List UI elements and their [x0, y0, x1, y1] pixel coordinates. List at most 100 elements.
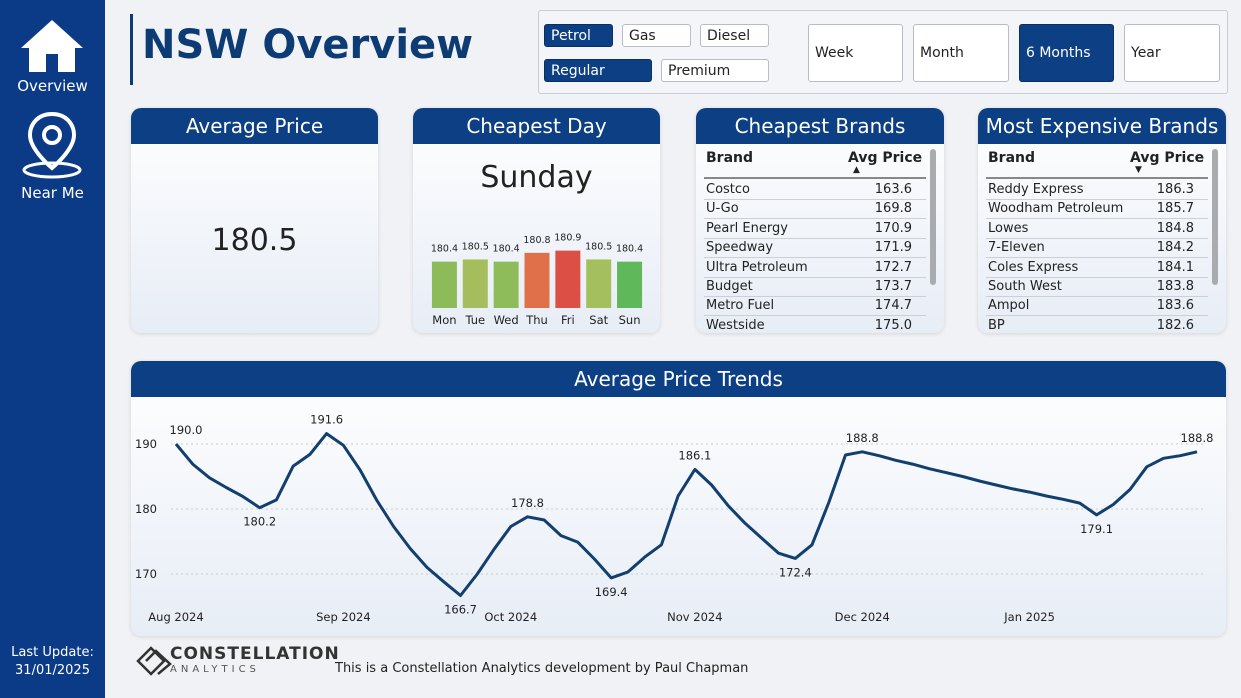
column-header: Avg Price [848, 150, 923, 166]
table-row: BP 182.6 [986, 316, 1208, 333]
table-row: Pearl Energy 170.9 [704, 219, 926, 239]
brand: South West [988, 279, 1062, 294]
brand: Coles Express [988, 259, 1079, 275]
title-rule [130, 14, 133, 85]
bar [431, 261, 457, 308]
column-header: Avg Price [1130, 150, 1205, 166]
last-update-label: Last Update: [11, 645, 94, 660]
avg-price: 184.2 [1156, 240, 1194, 256]
avg-price: 182.6 [1156, 317, 1194, 333]
x-tick-label: Fri [561, 313, 575, 327]
cheapest-brands-card: Cheapest Brands Brand Avg Price ▲ Costco 163… [696, 108, 944, 333]
average-price-card: Average Price 180.5 [131, 108, 378, 333]
nav-overview[interactable]: Overview [17, 77, 88, 95]
last-update-date: 31/01/2025 [15, 663, 90, 678]
data-label: 169.4 [595, 585, 628, 599]
x-tick-label: Sun [619, 313, 641, 327]
x-tick-label: Aug 2024 [148, 610, 203, 624]
trend-chart: 170 180 190 Aug 2024 Sep 2024 Oct 2024 Nov 202… [135, 413, 1214, 624]
x-tick-label: Sat [589, 313, 608, 327]
table-row: Reddy Express 186.3 [986, 180, 1208, 200]
filter-button[interactable]: Month [913, 24, 1009, 82]
sort-indicator[interactable]: ▲ [853, 165, 860, 175]
table-row: Speedway 171.9 [704, 238, 926, 259]
filter-button[interactable]: Diesel [700, 24, 769, 47]
column-header: Brand [988, 150, 1036, 166]
data-label: 190.0 [170, 423, 203, 437]
card-title: Average Price Trends [131, 361, 1226, 397]
data-label: 178.8 [511, 496, 544, 510]
cheapest-day-card: Cheapest Day Sunday 180.4 Mon 180.5 Tue 180.… [413, 108, 660, 333]
avg-price: 169.8 [874, 201, 912, 217]
table-row: Lowes 184.8 [986, 219, 1208, 239]
filter-button[interactable]: 6 Months [1019, 24, 1114, 82]
brand: BP [988, 317, 1005, 333]
kpi-value: 180.5 [211, 223, 298, 258]
bar [524, 252, 550, 308]
brand: Westside [706, 317, 765, 333]
brand: Pearl Energy [706, 220, 788, 236]
avg-price: 170.9 [874, 220, 912, 236]
bar [493, 261, 519, 308]
header-rule [986, 177, 1208, 179]
x-tick-label: Nov 2024 [667, 610, 722, 624]
table-row: 7-Eleven 184.2 [986, 238, 1208, 259]
x-tick-label: Jan 2025 [1003, 610, 1055, 624]
scrollbar[interactable] [930, 149, 936, 285]
credit: This is a Constellation Analytics develo… [335, 661, 749, 676]
data-label: 180.2 [243, 515, 276, 529]
data-label: 191.6 [310, 413, 343, 427]
table-row: Coles Express 184.1 [986, 258, 1208, 278]
bar [617, 261, 643, 308]
x-tick-label: Dec 2024 [835, 610, 890, 624]
filter-button[interactable]: Year [1124, 24, 1220, 82]
filter-button[interactable]: Gas [622, 24, 691, 47]
bar [555, 250, 581, 308]
bar [586, 259, 612, 308]
x-tick-label: Oct 2024 [484, 610, 537, 624]
sidebar: Overview Near Me Last Update: 31/01/2025 [0, 0, 105, 698]
brand: Woodham Petroleum [988, 201, 1124, 217]
logo-icon [136, 646, 172, 676]
y-tick-label: 170 [135, 567, 157, 581]
scrollbar[interactable] [1212, 149, 1218, 285]
avg-price: 171.9 [874, 240, 912, 256]
table-row: Metro Fuel 174.7 [704, 296, 926, 317]
table-row: Westside 175.0 [704, 316, 926, 333]
data-label: 172.4 [779, 565, 812, 579]
brand: Lowes [988, 220, 1029, 236]
pin-icon[interactable] [20, 110, 84, 180]
expensive-brands-card: Most Expensive Brands Brand Avg Price ▼ Red… [978, 108, 1226, 333]
home-icon[interactable] [17, 16, 87, 74]
filter-button[interactable]: Premium [661, 59, 769, 82]
filter-button[interactable]: Petrol [544, 24, 613, 47]
brand: Costco [706, 182, 751, 197]
card-title: Average Price [131, 108, 378, 144]
avg-price: 185.7 [1156, 201, 1194, 217]
avg-price: 174.7 [874, 298, 912, 314]
data-label: 186.1 [678, 448, 711, 462]
brand: Budget [706, 279, 753, 294]
brand: Reddy Express [988, 182, 1084, 197]
brand: Metro Fuel [706, 298, 775, 314]
data-label: 180.5 [585, 241, 612, 252]
day-chart: 180.4 Mon 180.5 Tue 180.4 Wed 180.8 Thu 180.9 Fri… [431, 233, 643, 327]
data-label: 188.8 [1181, 431, 1214, 445]
avg-price: 183.6 [1156, 298, 1194, 314]
avg-price: 183.8 [1156, 279, 1194, 294]
nav-near-me[interactable]: Near Me [21, 184, 84, 202]
x-tick-label: Thu [525, 313, 548, 327]
logo-sub: ANALYTICS [170, 664, 260, 675]
x-tick-label: Tue [464, 313, 485, 327]
x-tick-label: Wed [494, 313, 519, 327]
sort-indicator[interactable]: ▼ [1135, 165, 1142, 175]
filter-button[interactable]: Week [808, 24, 903, 82]
brand: Ultra Petroleum [706, 259, 808, 275]
avg-price: 172.7 [874, 259, 912, 275]
brand: 7-Eleven [988, 240, 1045, 256]
filter-button[interactable]: Regular [544, 59, 652, 82]
data-label: 180.4 [431, 244, 458, 255]
avg-price: 184.8 [1156, 220, 1194, 236]
brand: Ampol [988, 298, 1030, 314]
x-tick-label: Mon [432, 313, 456, 327]
